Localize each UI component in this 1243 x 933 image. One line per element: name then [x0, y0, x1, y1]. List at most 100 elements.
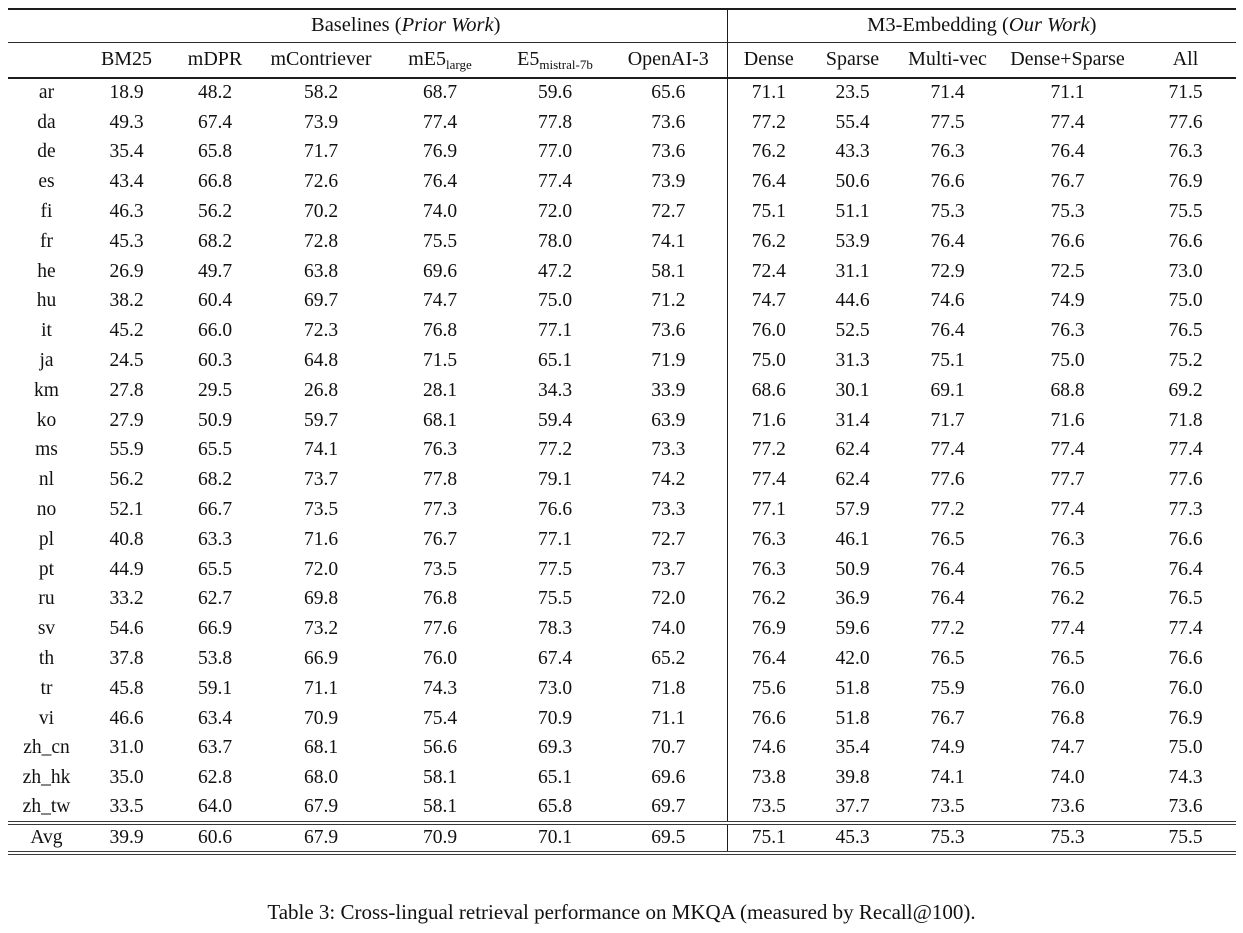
score-cell: 35.4	[109, 141, 144, 163]
score-cell: 77.4	[930, 439, 965, 461]
score-cell: 76.0	[1050, 677, 1085, 699]
score-cell: 31.1	[835, 260, 870, 282]
table-row-no: no 52.1 66.7 73.5 77.3 76.6 73.3 77.1 57.9 77.2 77…	[8, 495, 1236, 525]
score-cell: 67.4	[537, 648, 573, 670]
score-cell: 40.8	[109, 528, 144, 550]
table-row-he: he 26.9 49.7 63.8 69.6 47.2 58.1 72.4 31.1 72.9 72…	[8, 256, 1236, 287]
score-cell: 44.6	[835, 290, 870, 312]
score-cell: 76.5	[1168, 320, 1203, 342]
score-cell: 74.3	[422, 677, 458, 699]
table-caption: Table 3: Cross-lingual retrieval perform…	[267, 900, 976, 924]
column-header-openai-3: OpenAI-3	[610, 42, 728, 79]
group-header-italic: Our Work	[1008, 14, 1090, 37]
score-cell: 77.6	[422, 618, 458, 640]
score-cell: 75.2	[1168, 350, 1203, 372]
score-cell: 46.6	[109, 707, 144, 729]
group-header-spacer	[8, 8, 85, 43]
score-cell: 70.9	[380, 820, 500, 855]
score-cell: 59.4	[537, 409, 573, 431]
score-cell: 76.4	[751, 171, 786, 193]
table-row-zh_hk: zh_hk 35.0 62.8 68.0 58.1 65.1 69.6 73.8 39.8 74.…	[8, 763, 1236, 794]
score-cell: 74.2	[610, 465, 728, 496]
score-cell: 73.6	[610, 316, 728, 347]
score-cell: 76.3	[1050, 320, 1085, 342]
score-cell: 70.9	[303, 707, 339, 729]
score-cell: 73.7	[610, 554, 728, 585]
score-cell: 72.0	[303, 558, 339, 580]
score-cell: 76.2	[751, 588, 786, 610]
score-cell: 71.1	[751, 82, 786, 104]
score-cell: 74.9	[930, 737, 965, 759]
language-label: it	[41, 320, 52, 342]
score-cell: 26.8	[303, 379, 339, 401]
score-cell: 64.0	[197, 796, 233, 818]
score-cell: 57.9	[835, 499, 870, 521]
score-cell: 28.1	[422, 379, 458, 401]
score-cell: 77.7	[1050, 469, 1085, 491]
score-cell: 71.7	[930, 409, 965, 431]
score-cell: 69.6	[610, 763, 728, 794]
score-cell: 72.7	[610, 197, 728, 227]
score-cell: 70.2	[303, 201, 339, 223]
score-cell: 71.1	[610, 703, 728, 734]
score-cell: 58.1	[422, 796, 458, 818]
score-cell: 63.8	[303, 260, 339, 282]
score-cell: 75.3	[1000, 820, 1135, 855]
score-cell: 77.4	[1050, 499, 1085, 521]
score-cell: 50.9	[835, 558, 870, 580]
score-cell: 77.2	[751, 439, 786, 461]
language-label: Avg	[8, 820, 85, 855]
score-cell: 18.9	[109, 82, 144, 104]
table-row-ar: ar 18.9 48.2 58.2 68.7 59.6 65.6 71.1 23.5 71.4 71…	[8, 78, 1236, 108]
paper-page: Baselines (Prior Work) M3-Embedding (Our…	[0, 8, 1243, 933]
score-cell: 76.9	[1168, 171, 1203, 193]
score-cell: 65.1	[537, 350, 573, 372]
score-cell: 65.8	[537, 796, 573, 818]
score-cell: 67.9	[262, 820, 380, 855]
score-cell: 73.9	[303, 111, 339, 133]
table-row-km: km 27.8 29.5 26.8 28.1 34.3 33.9 68.6 30.1 69.1 68…	[8, 375, 1236, 406]
score-cell: 30.1	[835, 379, 870, 401]
language-label: ko	[36, 409, 57, 431]
score-cell: 70.7	[610, 733, 728, 764]
score-cell: 76.8	[1050, 707, 1085, 729]
score-cell: 79.1	[537, 469, 573, 491]
score-cell: 76.2	[751, 230, 786, 252]
score-cell: 76.7	[422, 528, 458, 550]
table-row-nl: nl 56.2 68.2 73.7 77.8 79.1 74.2 77.4 62.4 77.6 77…	[8, 465, 1236, 496]
score-cell: 66.0	[197, 320, 233, 342]
score-cell: 60.6	[168, 820, 262, 855]
score-cell: 72.7	[610, 524, 728, 555]
score-cell: 59.6	[835, 618, 870, 640]
score-cell: 29.5	[197, 379, 233, 401]
score-cell: 38.2	[109, 290, 144, 312]
score-cell: 76.4	[930, 588, 965, 610]
score-cell: 71.8	[1168, 409, 1203, 431]
score-cell: 42.0	[835, 648, 870, 670]
score-cell: 76.6	[1168, 528, 1203, 550]
score-cell: 76.4	[1168, 558, 1203, 580]
language-label: fr	[40, 230, 53, 252]
score-cell: 74.3	[1168, 767, 1203, 789]
language-label: nl	[38, 469, 55, 491]
table-row-ru: ru 33.2 62.7 69.8 76.8 75.5 72.0 76.2 36.9 76.4 76…	[8, 584, 1236, 615]
score-cell: 59.7	[303, 409, 339, 431]
score-cell: 76.4	[930, 320, 965, 342]
score-cell: 31.4	[835, 409, 870, 431]
table-row-sv: sv 54.6 66.9 73.2 77.6 78.3 74.0 76.9 59.6 77.2 77…	[8, 614, 1236, 645]
score-cell: 76.3	[1050, 528, 1085, 550]
table-row-ms: ms 55.9 65.5 74.1 76.3 77.2 73.3 77.2 62.4 77.4 77…	[8, 435, 1236, 466]
score-cell: 73.3	[610, 435, 728, 466]
score-cell: 72.0	[610, 584, 728, 615]
score-cell: 65.6	[610, 78, 728, 108]
score-cell: 76.6	[1050, 230, 1085, 252]
score-cell: 71.5	[1168, 82, 1203, 104]
score-cell: 62.7	[197, 588, 233, 610]
score-cell: 71.6	[751, 409, 786, 431]
score-cell: 65.1	[537, 767, 573, 789]
score-cell: 76.2	[1050, 588, 1085, 610]
score-cell: 71.8	[610, 673, 728, 704]
column-header-mdpr: mDPR	[168, 42, 262, 79]
score-cell: 74.6	[930, 290, 965, 312]
score-cell: 63.9	[610, 405, 728, 436]
